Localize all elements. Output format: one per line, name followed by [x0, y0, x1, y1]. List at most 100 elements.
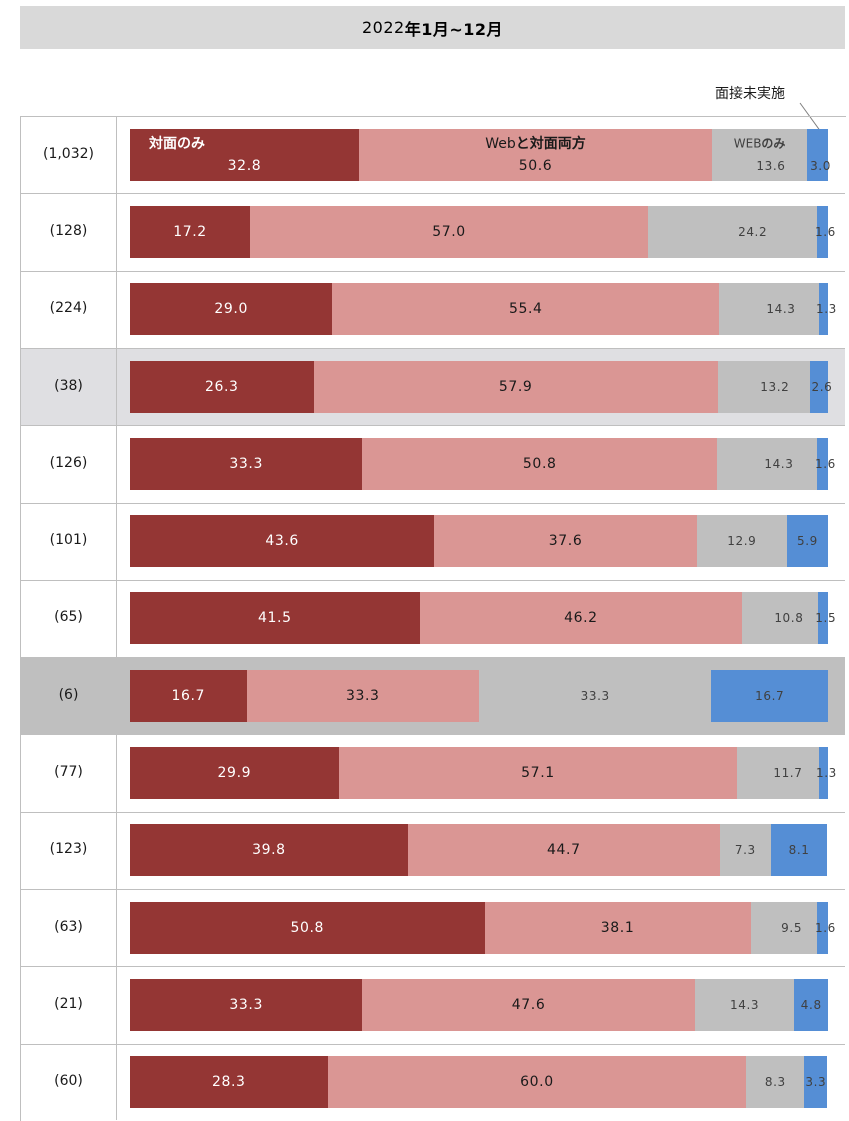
value-label: 7.3 — [734, 843, 756, 858]
value-label: 1.5 — [815, 611, 837, 626]
value-label: 3.0 — [810, 158, 831, 173]
chart-frame — [20, 116, 846, 1121]
value-label: 14.3 — [730, 997, 760, 1012]
bar-segment — [804, 1056, 828, 1109]
bar-segment — [327, 1056, 747, 1109]
value-label: 13.6 — [756, 158, 786, 173]
bar-segment — [809, 360, 828, 413]
bar-segment — [818, 283, 828, 336]
bar-segment — [419, 592, 743, 645]
row-count-label: (77) — [54, 764, 83, 781]
bar-segment — [712, 128, 808, 181]
row-separator — [21, 811, 845, 813]
value-label: 60.0 — [520, 1074, 554, 1091]
bar-segment — [338, 747, 738, 800]
value-label: 16.7 — [171, 687, 206, 704]
value-label: 47.6 — [511, 996, 546, 1013]
value-label: 29.0 — [214, 301, 248, 318]
row-count-label: (63) — [54, 918, 83, 935]
bar-segment — [770, 824, 828, 877]
value-label: 14.3 — [766, 302, 796, 317]
bar-segment — [807, 128, 828, 181]
bar-segment — [246, 669, 479, 722]
value-label: 33.3 — [345, 687, 380, 704]
value-label: 28.3 — [211, 1074, 246, 1091]
row-separator — [21, 347, 845, 349]
bar-segment — [794, 978, 828, 1031]
bar-segment — [130, 592, 420, 645]
bar-segment — [719, 283, 819, 336]
value-label: 2.6 — [811, 379, 833, 394]
row-separator — [21, 579, 845, 581]
value-label: 16.7 — [755, 688, 785, 703]
row-count-label: (21) — [54, 995, 83, 1012]
value-label: 13.2 — [760, 379, 790, 394]
value-label: 3.3 — [805, 1075, 827, 1090]
value-label: 26.3 — [204, 378, 239, 395]
value-label: 8.3 — [764, 1075, 786, 1090]
bar-segment — [130, 1056, 328, 1109]
row-separator — [21, 734, 845, 736]
bar-segment — [362, 437, 717, 490]
value-label: 24.2 — [738, 224, 768, 239]
not-conducted-label: 面接未実施 — [715, 86, 785, 102]
row-count-label: (128) — [49, 222, 88, 239]
value-label: 33.3 — [580, 688, 610, 703]
legend-web-and-face: Webと対面両方 — [485, 135, 586, 152]
bar-segment — [358, 128, 713, 181]
value-label: 33.3 — [229, 996, 263, 1013]
row-count-label: (224) — [49, 300, 88, 317]
value-label: 46.2 — [564, 610, 598, 627]
value-label: 57.9 — [498, 378, 533, 395]
bar-segment — [711, 669, 828, 722]
bar-segment — [816, 901, 828, 954]
bar-segment — [786, 515, 828, 568]
value-label: 12.9 — [727, 534, 757, 549]
bar-segment — [696, 515, 787, 568]
value-label: 41.5 — [258, 610, 292, 627]
bar-segment — [717, 360, 810, 413]
title-year: 2022 — [361, 18, 405, 37]
row-count-label: (38) — [54, 377, 83, 394]
value-label: 4.8 — [800, 997, 822, 1012]
bar-segment — [816, 205, 828, 258]
chart-title: 2022 年1月~12月 — [20, 6, 845, 49]
value-label: 50.8 — [522, 455, 557, 472]
value-label: 10.8 — [774, 611, 804, 626]
value-label: 55.4 — [508, 301, 543, 318]
bar-segment — [647, 205, 817, 258]
row-separator — [21, 502, 845, 504]
value-label: 8.1 — [788, 843, 810, 858]
value-label: 1.6 — [814, 224, 836, 239]
title-period-start: 年1月~12月 — [404, 19, 504, 39]
bar-segment — [817, 592, 828, 645]
value-label: 17.2 — [173, 223, 207, 240]
bar-segment — [130, 205, 251, 258]
bar-segment — [130, 515, 435, 568]
value-label: 38.1 — [600, 919, 635, 936]
value-label: 5.9 — [796, 534, 818, 549]
row-separator — [21, 657, 845, 659]
row-separator — [21, 270, 845, 272]
bar-segment — [434, 515, 697, 568]
bar-segment — [742, 592, 818, 645]
bar-segment — [130, 901, 485, 954]
column-divider — [116, 116, 117, 1120]
row-separator — [21, 966, 845, 968]
value-label: 32.8 — [227, 157, 262, 174]
value-label: 37.6 — [548, 533, 583, 550]
legend-web-only: WEBのみ — [733, 136, 786, 151]
bar-segment — [313, 360, 718, 413]
bar-segment — [130, 360, 314, 413]
bar-segment — [750, 901, 817, 954]
bar-segment — [484, 901, 751, 954]
value-label: 39.8 — [252, 842, 286, 859]
bar-segment — [362, 978, 695, 1031]
value-label: 1.6 — [814, 456, 836, 471]
row-separator — [21, 889, 845, 890]
value-label: 14.3 — [764, 456, 794, 471]
value-label: 50.6 — [518, 157, 553, 174]
value-label: 1.3 — [816, 766, 837, 781]
value-label: 57.1 — [521, 765, 555, 782]
bar-segment — [130, 669, 247, 722]
